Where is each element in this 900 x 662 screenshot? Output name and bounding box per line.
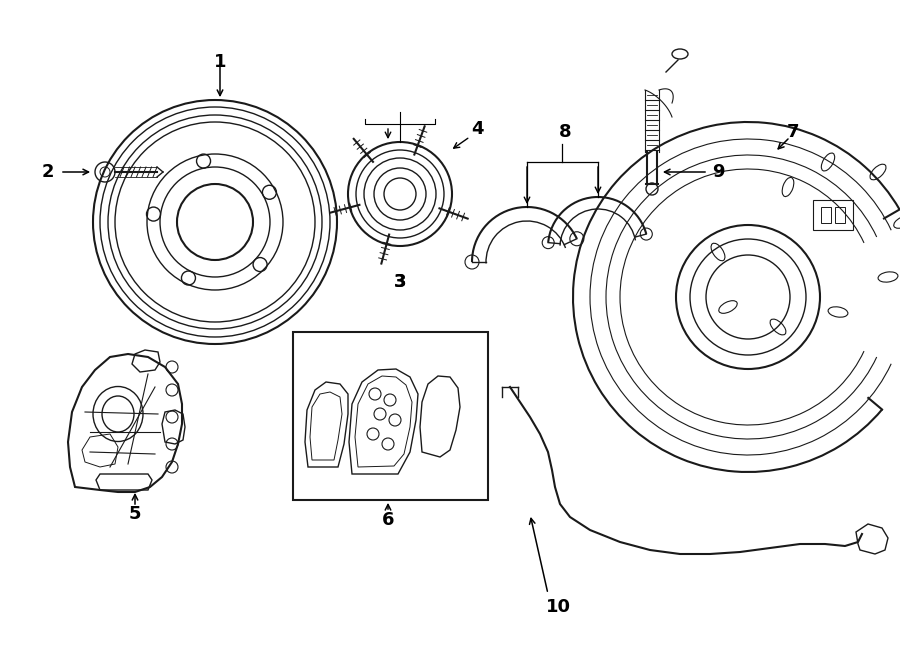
Text: 3: 3 xyxy=(394,273,406,291)
Text: 4: 4 xyxy=(471,120,483,138)
Text: 7: 7 xyxy=(787,123,799,141)
Bar xyxy=(821,207,831,223)
Text: 1: 1 xyxy=(214,53,226,71)
Bar xyxy=(835,207,845,223)
Bar xyxy=(813,200,853,230)
Text: 6: 6 xyxy=(382,511,394,529)
Text: 8: 8 xyxy=(559,123,572,141)
Text: 2: 2 xyxy=(41,163,54,181)
Text: 9: 9 xyxy=(712,163,724,181)
Text: 10: 10 xyxy=(545,598,571,616)
Text: 5: 5 xyxy=(129,505,141,523)
Bar xyxy=(293,332,488,500)
Text: 3: 3 xyxy=(394,273,406,291)
